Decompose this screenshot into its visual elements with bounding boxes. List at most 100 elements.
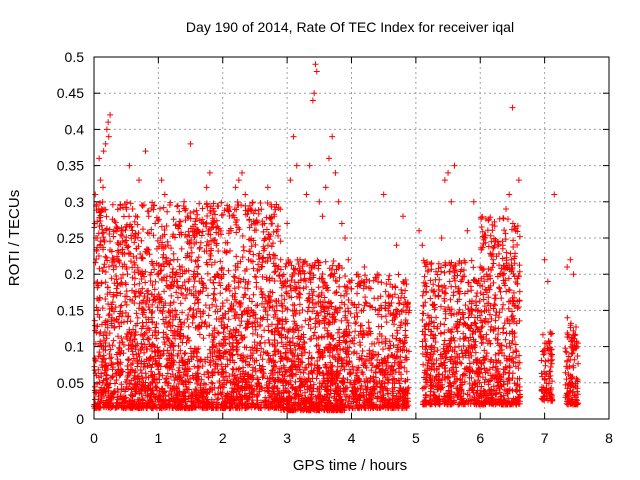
data-point-marker	[237, 375, 244, 382]
y-tick-label: 0.15	[57, 302, 84, 318]
data-point-marker	[131, 218, 138, 225]
data-point-marker	[144, 334, 151, 341]
data-point-marker	[96, 155, 103, 162]
data-point-marker	[275, 327, 282, 334]
data-point-marker	[132, 213, 139, 220]
data-point-marker	[240, 294, 247, 301]
data-point-marker	[309, 97, 316, 104]
data-point-marker	[195, 364, 202, 371]
data-point-marker	[167, 300, 174, 307]
data-point-marker	[170, 256, 177, 263]
data-point-marker	[319, 213, 326, 220]
data-point-marker	[258, 300, 265, 307]
data-point-marker	[107, 111, 114, 118]
data-point-marker	[218, 273, 225, 280]
data-point-marker	[117, 231, 124, 238]
data-point-marker	[259, 273, 266, 280]
data-point-marker	[332, 169, 339, 176]
data-point-marker	[186, 379, 193, 386]
data-point-marker	[100, 148, 107, 155]
data-point-marker	[194, 380, 201, 387]
data-point-marker	[113, 272, 120, 279]
data-point-marker	[182, 295, 189, 302]
data-point-marker	[136, 177, 143, 184]
data-point-marker	[338, 220, 345, 227]
data-point-marker	[205, 312, 212, 319]
data-point-marker	[259, 259, 266, 266]
data-point-marker	[121, 388, 128, 395]
data-point-marker	[127, 366, 134, 373]
data-point-marker	[218, 361, 225, 368]
data-point-marker	[107, 238, 114, 245]
data-point-marker	[506, 191, 513, 198]
data-point-marker	[393, 242, 400, 249]
data-point-marker	[160, 316, 167, 323]
data-point-marker	[179, 339, 186, 346]
data-point-marker	[123, 199, 130, 206]
data-point-marker	[274, 340, 281, 347]
data-point-marker	[141, 349, 148, 356]
data-point-marker	[445, 169, 452, 176]
data-point-marker	[264, 184, 271, 191]
data-point-marker	[107, 346, 114, 353]
data-point-marker	[106, 350, 113, 357]
data-point-marker	[105, 119, 112, 126]
x-tick-label: 3	[283, 430, 291, 446]
data-point-marker	[148, 309, 155, 316]
data-point-marker	[284, 220, 291, 227]
data-point-marker	[235, 177, 242, 184]
data-point-marker	[212, 211, 219, 218]
data-point-marker	[107, 355, 114, 362]
data-point-marker	[153, 214, 160, 221]
data-point-marker	[97, 340, 104, 347]
data-point-marker	[207, 256, 214, 263]
data-point-marker	[258, 206, 265, 213]
data-point-marker	[316, 198, 323, 205]
data-point-marker	[265, 336, 272, 343]
data-point-marker	[345, 256, 352, 263]
data-point-marker	[148, 226, 155, 233]
data-point-marker	[203, 323, 210, 330]
data-point-marker	[224, 239, 231, 246]
data-point-marker	[267, 404, 274, 411]
data-point-marker	[166, 365, 173, 372]
data-point-marker	[110, 291, 117, 298]
data-point-marker	[142, 370, 149, 377]
data-point-marker	[119, 238, 126, 245]
data-point-marker	[151, 266, 158, 273]
data-point-marker	[170, 299, 177, 306]
data-point-marker	[226, 287, 233, 294]
y-tick-label: 0.35	[57, 158, 84, 174]
data-point-marker	[448, 198, 455, 205]
data-point-marker	[313, 68, 320, 75]
data-point-marker	[109, 201, 116, 208]
data-point-marker	[92, 191, 99, 198]
data-point-marker	[203, 285, 210, 292]
data-point-marker	[303, 191, 310, 198]
data-point-marker	[111, 280, 118, 287]
data-point-marker	[100, 332, 107, 339]
data-point-marker	[264, 350, 271, 357]
data-point-marker	[208, 379, 215, 386]
data-point-marker	[165, 320, 172, 327]
data-point-marker	[206, 332, 213, 339]
data-point-marker	[97, 177, 104, 184]
data-point-marker	[168, 292, 175, 299]
data-point-marker	[237, 258, 244, 265]
data-point-marker	[202, 302, 209, 309]
data-point-marker	[312, 61, 319, 68]
data-point-marker	[98, 343, 105, 350]
data-point-marker	[192, 386, 199, 393]
data-point-marker	[91, 355, 98, 362]
data-point-marker	[119, 271, 126, 278]
data-point-marker	[139, 306, 146, 313]
data-point-marker	[97, 200, 104, 207]
data-point-marker	[95, 252, 102, 259]
data-point-marker	[232, 184, 239, 191]
data-point-marker	[100, 184, 107, 191]
data-point-marker	[257, 383, 264, 390]
y-tick-label: 0.05	[57, 375, 84, 391]
data-point-marker	[147, 368, 154, 375]
data-point-marker	[211, 273, 218, 280]
data-point-marker	[96, 223, 103, 230]
